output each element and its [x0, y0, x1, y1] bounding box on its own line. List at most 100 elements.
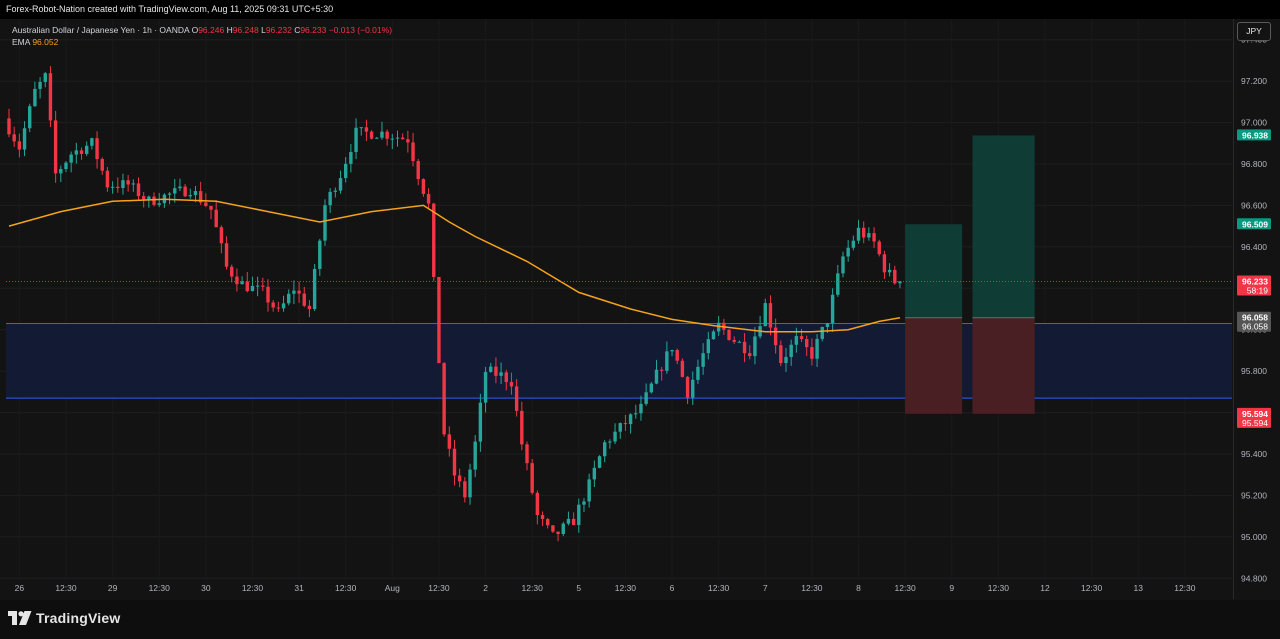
tradingview-logo-icon	[8, 611, 32, 625]
candle-body	[841, 256, 845, 274]
candle-body	[546, 519, 550, 526]
x-tick-label: 12:30	[55, 583, 77, 593]
candle-body	[597, 456, 602, 468]
support-zone	[6, 323, 1232, 399]
x-tick-label: 12:30	[335, 583, 357, 593]
y-tick-label: 95.200	[1241, 490, 1267, 500]
candle-body	[872, 233, 876, 242]
y-tick-label: 95.400	[1241, 449, 1267, 459]
candle-body	[525, 444, 529, 464]
candle-body	[400, 137, 405, 140]
candle-body	[882, 254, 887, 273]
candle-body	[333, 190, 338, 192]
candle-body	[90, 138, 94, 146]
candle-body	[846, 247, 850, 257]
candle-body	[447, 434, 451, 449]
candle-body	[230, 266, 234, 277]
x-tick-label: 29	[108, 583, 118, 593]
candle-body	[561, 523, 565, 534]
x-tick-label: 12:30	[428, 583, 450, 593]
candle-body	[551, 525, 555, 532]
candle-body	[862, 227, 866, 238]
candle-body	[369, 131, 374, 139]
candle-body	[224, 243, 229, 267]
candle-body	[328, 191, 332, 206]
x-tick-label: 12:30	[801, 583, 823, 593]
change-value: −0.013 (−0.01%)	[328, 25, 393, 35]
x-tick-label: 2	[483, 583, 488, 593]
ema-row[interactable]: EMA 96.052	[12, 36, 392, 48]
candle-body	[395, 137, 400, 139]
candle-body	[105, 170, 110, 188]
chart-legend: Australian Dollar / Japanese Yen · 1h · …	[12, 24, 392, 48]
ema-label: EMA	[12, 37, 30, 47]
candle-body	[121, 180, 125, 189]
chart-pane[interactable]	[0, 19, 1280, 600]
close-value: 96.233	[300, 25, 327, 35]
candle-body	[463, 481, 467, 498]
open-label: O	[191, 25, 199, 35]
candle-body	[644, 392, 648, 404]
x-tick-label: 12:30	[149, 583, 171, 593]
candle-body	[141, 196, 146, 200]
currency-button[interactable]: JPY	[1237, 22, 1271, 41]
candle-body	[344, 163, 348, 179]
x-tick-label: Aug	[385, 583, 400, 593]
candle-body	[608, 441, 612, 443]
price-chart[interactable]: 97.40097.20097.00096.80096.60096.40096.2…	[0, 0, 1280, 600]
candle-body	[157, 203, 161, 205]
candle-body	[784, 356, 788, 364]
candle-body	[820, 327, 824, 339]
x-tick-label: 13	[1134, 583, 1144, 593]
candle-body	[571, 518, 576, 526]
loss-zone	[972, 317, 1035, 414]
candle-body	[499, 372, 503, 376]
candle-body	[95, 138, 99, 160]
candle-body	[856, 227, 861, 241]
candle-body	[540, 515, 545, 520]
candle-body	[520, 410, 524, 445]
candle-body	[406, 139, 410, 143]
candle-body	[178, 186, 182, 189]
candle-body	[867, 233, 871, 238]
candle-body	[318, 240, 322, 269]
candle-body	[649, 383, 654, 393]
candle-body	[390, 138, 395, 140]
y-tick-label: 96.800	[1241, 159, 1267, 169]
candle-body	[452, 448, 457, 476]
price-axis-border	[1233, 19, 1234, 599]
candle-body	[219, 227, 224, 244]
x-tick-label: 9	[949, 583, 954, 593]
candle-body	[79, 150, 84, 154]
candle-body	[468, 469, 472, 498]
candle-body	[271, 302, 275, 308]
candle-body	[245, 281, 249, 292]
candle-body	[779, 345, 783, 364]
price-label-sub: 95.594	[1242, 418, 1268, 428]
candle-body	[654, 369, 659, 384]
candle-body	[680, 360, 685, 377]
candle-body	[183, 186, 187, 197]
y-tick-label: 97.000	[1241, 118, 1267, 128]
x-tick-label: 12:30	[988, 583, 1010, 593]
candle-body	[297, 290, 301, 294]
candle-body	[22, 128, 27, 150]
candle-body	[489, 366, 493, 372]
candle-body	[706, 339, 710, 354]
candle-body	[773, 327, 778, 346]
candle-body	[432, 203, 436, 277]
symbol-name[interactable]: Australian Dollar / Japanese Yen · 1h · …	[12, 25, 190, 35]
x-tick-label: 5	[576, 583, 581, 593]
y-tick-label: 97.200	[1241, 76, 1267, 86]
candle-body	[59, 169, 63, 174]
candle-body	[100, 159, 104, 171]
credit-text: Forex-Robot-Nation created with TradingV…	[6, 4, 334, 14]
candle-body	[323, 205, 327, 241]
y-tick-label: 94.800	[1241, 573, 1267, 583]
candle-body	[364, 127, 369, 132]
candle-body	[193, 191, 198, 196]
candle-body	[665, 351, 669, 371]
tradingview-logo[interactable]: TradingView	[8, 610, 120, 626]
candle-body	[836, 273, 840, 295]
candle-body	[877, 241, 881, 255]
